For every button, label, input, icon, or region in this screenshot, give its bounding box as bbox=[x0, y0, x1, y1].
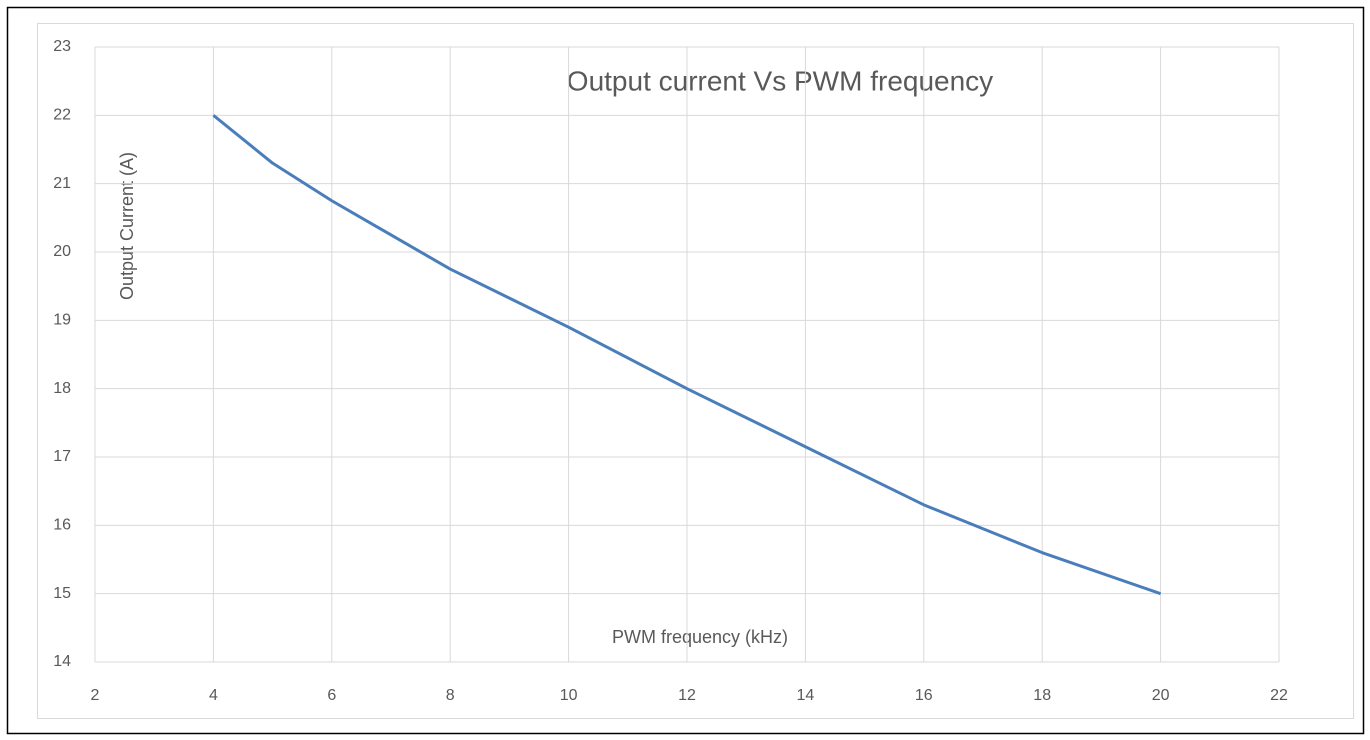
chart-border bbox=[37, 23, 1354, 719]
x-tick-label: 18 bbox=[1033, 687, 1051, 704]
frame bbox=[6, 6, 1365, 735]
x-tick-label: 20 bbox=[1152, 687, 1170, 704]
y-tick-label: 20 bbox=[53, 243, 71, 260]
y-tick-label: 22 bbox=[53, 107, 71, 124]
y-tick-label: 16 bbox=[53, 517, 71, 534]
x-tick-label: 6 bbox=[327, 687, 336, 704]
y-tick-label: 18 bbox=[53, 380, 71, 397]
x-axis-label: PWM frequency (kHz) bbox=[612, 627, 788, 647]
y-tick-label: 21 bbox=[53, 175, 71, 192]
y-axis-label: Output Current (A) bbox=[117, 152, 137, 300]
y-tick-label: 23 bbox=[53, 38, 71, 55]
x-tick-label: 14 bbox=[797, 687, 815, 704]
y-tick-label: 19 bbox=[53, 312, 71, 329]
x-tick-label: 10 bbox=[560, 687, 578, 704]
x-tick-label: 12 bbox=[678, 687, 696, 704]
y-tick-label: 17 bbox=[53, 448, 71, 465]
x-tick-label: 4 bbox=[209, 687, 218, 704]
y-tick-label: 15 bbox=[53, 585, 71, 602]
data-line bbox=[212, 114, 1162, 596]
y-tick-label: 14 bbox=[53, 653, 71, 670]
x-tick-label: 2 bbox=[91, 687, 100, 704]
chart-title: Output current Vs PWM frequency bbox=[567, 65, 993, 96]
x-tick-label: 22 bbox=[1270, 687, 1288, 704]
x-tick-label: 8 bbox=[446, 687, 455, 704]
x-tick-label: 16 bbox=[915, 687, 933, 704]
